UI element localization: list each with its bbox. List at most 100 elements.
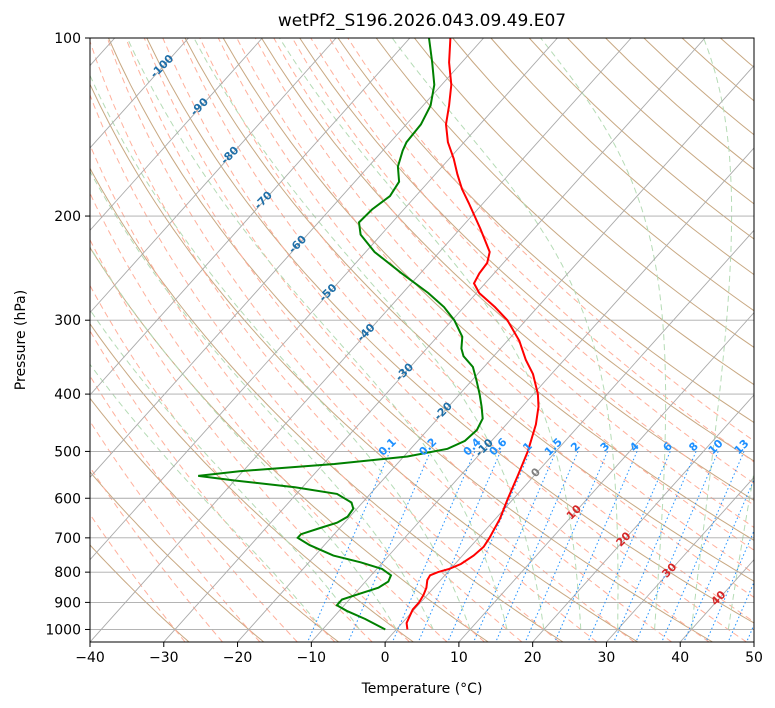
isotherm-line — [237, 64, 754, 642]
theta-e-line — [328, 38, 754, 463]
theta-e-line — [199, 38, 754, 623]
isotherm-line — [384, 229, 754, 642]
x-tick-label: 40 — [671, 650, 689, 666]
axes: −40 −30 −20 −10 0 10 20 30 40 50 1000 900 800 700 600 5… — [45, 31, 763, 666]
moist-adiabat — [90, 170, 434, 630]
y-tick-label: 400 — [54, 387, 81, 403]
mixing-ratio-line — [705, 529, 754, 642]
moist-adiabat — [540, 38, 667, 630]
theta-e-line — [90, 420, 261, 642]
isotherm-line — [532, 394, 754, 642]
mixing-ratio-line — [613, 451, 697, 642]
moist-adiabat — [691, 38, 733, 630]
isotherm-line — [90, 38, 263, 231]
isotherm-line — [90, 38, 484, 478]
theta-e-line — [347, 38, 754, 442]
theta-e-line — [90, 513, 186, 642]
theta-e-line — [273, 38, 754, 529]
moist-adiabat — [90, 74, 471, 630]
mixing-ratio-line — [495, 451, 579, 642]
y-tick-label: 500 — [54, 444, 81, 460]
y-axis-label: Pressure (hPa) — [13, 290, 29, 390]
y-tick-label: 300 — [54, 313, 81, 329]
y-tick-label: 100 — [54, 31, 81, 47]
dry-adiabat — [299, 38, 754, 462]
theta-e-line — [162, 38, 710, 642]
dry-adiabat — [261, 38, 754, 501]
theta-e-line — [143, 38, 672, 642]
theta-e-line — [90, 192, 448, 642]
dry-adiabat — [90, 544, 190, 642]
dry-adiabat — [146, 38, 754, 624]
dewpoint-line — [198, 38, 484, 631]
mixing-ratio-line — [554, 451, 638, 642]
dry-adiabat — [90, 323, 414, 642]
theta-e-line — [236, 38, 754, 575]
x-tick-label: −10 — [297, 650, 327, 666]
theta-e-line — [90, 375, 298, 642]
moist-adiabat — [727, 469, 754, 630]
theta-e-line — [90, 93, 523, 642]
isotherm-line — [310, 147, 754, 642]
theta-e-line — [90, 466, 223, 642]
mixing-ratio-line — [524, 451, 608, 642]
mixing-ratio-line — [473, 451, 557, 642]
dry-adiabat — [90, 83, 639, 642]
data-series — [198, 38, 540, 631]
theta-e-line — [180, 38, 747, 642]
x-tick-label: 30 — [598, 650, 616, 666]
mixing-ratio-line — [727, 580, 754, 642]
moist-adiabat — [90, 363, 323, 630]
theta-e-line — [310, 38, 754, 485]
plot-frame — [89, 37, 755, 643]
y-tick-label: 1000 — [45, 622, 81, 638]
isotherm-line — [90, 38, 411, 396]
x-tick-label: −30 — [149, 650, 179, 666]
dry-adiabat — [414, 38, 754, 348]
x-axis-label: Temperature (°C) — [361, 681, 483, 697]
x-tick-label: 50 — [745, 650, 763, 666]
isotherm-line — [90, 38, 632, 642]
dry-adiabat — [90, 167, 564, 642]
theta-e-line — [106, 38, 598, 642]
theta-e-line — [125, 38, 635, 642]
y-tick-label: 700 — [54, 531, 81, 547]
y-tick-label: 900 — [54, 595, 81, 611]
isotherm-line — [458, 311, 754, 642]
x-tick-label: 0 — [381, 650, 390, 666]
dry-adiabat — [337, 38, 754, 424]
temperature-line — [405, 38, 540, 630]
mixing-ratio-line — [347, 451, 431, 642]
x-tick-label: −40 — [75, 650, 105, 666]
moist-adiabat — [90, 309, 360, 630]
mixing-ratio-line — [587, 451, 671, 642]
dry-adiabat — [375, 38, 754, 386]
x-tick-label: 10 — [450, 650, 468, 666]
mixing-ratio-line — [661, 451, 745, 642]
mixing-ratio-line — [417, 451, 501, 642]
y-tick-label: 200 — [54, 209, 81, 225]
dry-adiabat — [184, 38, 754, 582]
theta-e-line — [90, 143, 485, 642]
mixing-ratio-line — [447, 451, 531, 642]
dry-adiabat — [108, 38, 713, 642]
mixing-ratio-line — [683, 478, 754, 642]
mixing-ratio-line — [635, 451, 719, 642]
y-tick-label: 600 — [54, 491, 81, 507]
moist-adiabat — [391, 38, 619, 630]
theta-e-line — [90, 39, 560, 642]
x-tick-label: 20 — [524, 650, 542, 666]
chart-title: wetPf2_S196.2026.043.09.49.E07 — [278, 11, 566, 31]
moist-adiabat — [193, 38, 545, 630]
background-lines — [90, 38, 754, 642]
x-tick-label: −20 — [223, 650, 253, 666]
theta-e-line — [90, 238, 410, 642]
isotherm-line — [90, 38, 337, 314]
moist-adiabat — [126, 38, 508, 630]
mixing-ratio-line — [307, 451, 391, 642]
isotherm-line — [163, 38, 706, 642]
isotherm-line — [90, 38, 558, 561]
dry-adiabat — [452, 38, 754, 312]
